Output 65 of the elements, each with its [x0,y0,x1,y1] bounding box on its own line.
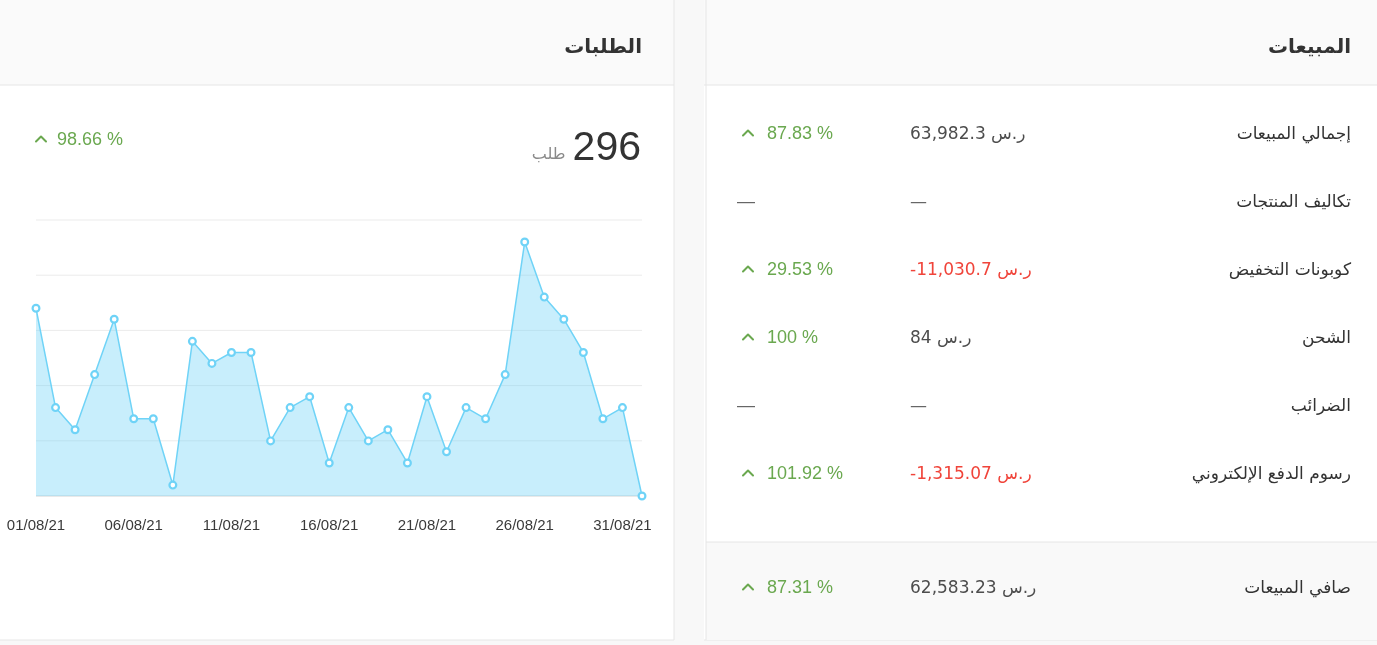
point [520,237,530,247]
point [168,480,178,490]
x-tick-label: 21/08/21 [397,515,457,533]
point [266,436,276,446]
x-tick-label: 11/08/21 [202,515,261,533]
point [285,403,295,413]
text: 29.53 % [767,259,834,279]
text: — [737,191,755,211]
text: الشحن [1302,327,1351,347]
point [539,292,549,302]
text: طلب [531,144,566,163]
text: 87.31 % [767,577,834,597]
text: — [910,395,927,415]
point [481,414,491,424]
point [31,303,41,313]
point [363,436,373,446]
text: 101.92 % [767,463,844,483]
text: كوبونات التخفيض [1228,259,1352,279]
point [246,347,256,357]
text: 100 % [767,327,819,347]
point [422,392,432,402]
point [383,425,393,435]
text: المبيعات [1268,34,1351,58]
text: إجمالي المبيعات [1236,123,1351,144]
x-tick-label: 01/08/21 [6,515,66,533]
text: — [737,395,755,415]
point [402,458,412,468]
point [637,491,647,501]
point [305,392,315,402]
x-tick-label: 06/08/21 [104,515,163,533]
point [226,347,236,357]
x-tick-label: 16/08/21 [300,515,359,533]
point [187,336,197,346]
point [578,347,588,357]
point [559,314,569,324]
text: -1,315.07 ر.س [910,463,1032,483]
point [70,425,80,435]
text: 98.66 % [57,129,124,149]
text: 63,982.3 ر.س [910,123,1026,143]
text: — [910,191,927,211]
chart-title: الطلبات [564,34,642,58]
text: تكاليف المنتجات [1236,191,1352,211]
text: -11,030.7 ر.س [910,259,1032,279]
text: 87.83 % [767,123,834,143]
point [442,447,452,457]
text: 84 ر.س [910,327,972,347]
text: رسوم الدفع الإلكتروني [1191,463,1351,484]
point [500,370,510,380]
point [148,414,158,424]
text: الضرائب [1290,395,1351,415]
x-tick-label: 26/08/21 [495,515,554,533]
point [90,370,100,380]
text: صافي المبيعات [1244,577,1351,598]
point [344,403,354,413]
text: 62,583.23 ر.س [910,577,1037,597]
point [324,458,334,468]
point [461,403,471,413]
point [129,414,139,424]
text: 296 [572,123,641,169]
point [51,403,61,413]
point [598,414,608,424]
point [617,403,627,413]
point [109,314,119,324]
x-tick-label: 31/08/21 [593,515,652,533]
point [207,358,217,368]
